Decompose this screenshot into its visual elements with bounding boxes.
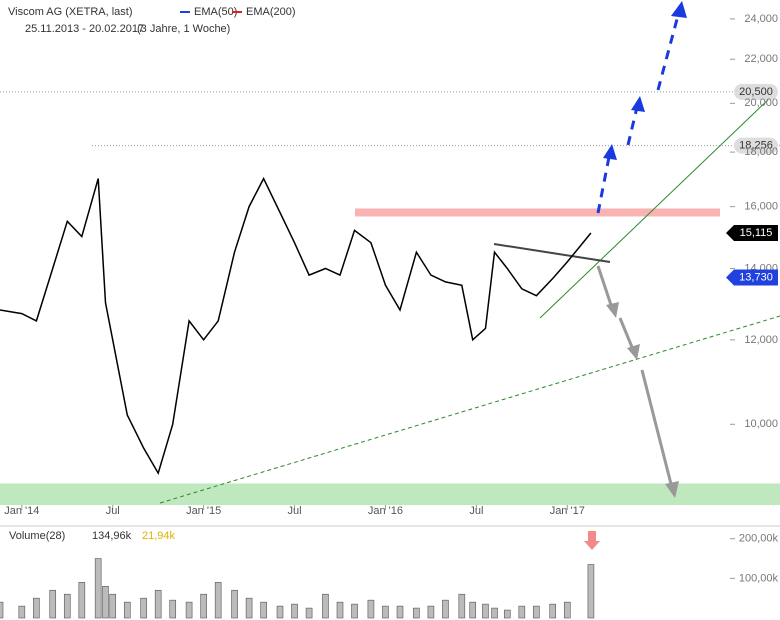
legend-label: EMA(200) xyxy=(246,6,296,18)
volume-bar xyxy=(109,593,117,619)
volume-alert xyxy=(584,531,600,550)
price-label: 15,115 xyxy=(740,227,773,239)
x-tick-label: Jul xyxy=(106,505,120,517)
x-tick-label: Jul xyxy=(469,505,483,517)
bear-arrows xyxy=(596,265,674,489)
volume-bar xyxy=(78,582,86,619)
x-tick-label: Jan '16 xyxy=(368,505,403,517)
trend-line xyxy=(159,315,780,504)
level-label: 20,500 xyxy=(739,86,773,98)
level-label: 18,256 xyxy=(739,139,773,151)
legend-label: EMA(50) xyxy=(194,6,237,18)
volume-bar xyxy=(63,593,71,619)
volume-average: 21,94k xyxy=(142,530,176,542)
bear-arrow-heads xyxy=(606,302,679,498)
y-tick-label: 10,000 xyxy=(744,418,778,430)
volume-bar xyxy=(231,589,238,619)
volume-bar xyxy=(382,605,389,619)
price-label: 13,730 xyxy=(739,271,773,283)
volume-bar xyxy=(33,597,40,619)
volume-bar xyxy=(351,603,358,619)
volume-bar xyxy=(214,582,222,619)
trend-line xyxy=(539,95,773,319)
volume-bar xyxy=(140,597,147,619)
volume-bar xyxy=(169,599,177,619)
price-box xyxy=(726,224,778,241)
volume-bar xyxy=(336,601,344,619)
volume-bar xyxy=(367,599,375,619)
volume-bar xyxy=(49,589,57,619)
volume-bar xyxy=(305,607,313,619)
y-tick-label: 18,000 xyxy=(744,146,778,158)
trend-line xyxy=(493,243,611,263)
volume-bar xyxy=(491,607,498,619)
volume-last: 134,96k xyxy=(92,530,132,542)
volume-bar xyxy=(482,603,489,619)
volume-bar xyxy=(427,605,435,619)
y-tick-label: 12,000 xyxy=(744,334,778,346)
volume-bar xyxy=(276,605,284,619)
level-box xyxy=(734,83,778,100)
x-tick-label: Jul xyxy=(288,505,302,517)
volume-bar xyxy=(413,607,420,619)
volume-bar xyxy=(518,605,526,619)
volume-bar xyxy=(563,601,571,619)
period: (3 Jahre, 1 Woche) xyxy=(137,23,230,35)
volume-bar xyxy=(94,558,102,619)
volume-bar xyxy=(260,601,267,619)
price-box xyxy=(726,269,778,286)
volume-bar xyxy=(291,603,298,619)
y-tick-label: 22,000 xyxy=(744,53,778,65)
x-tick-label: Jan '14 xyxy=(4,505,39,517)
x-tick-label: Jan '17 xyxy=(550,505,585,517)
volume-bar xyxy=(549,603,557,619)
volume-bar xyxy=(533,605,540,619)
volume-bar xyxy=(442,599,449,619)
support-zone xyxy=(0,483,780,505)
volume-bar xyxy=(154,589,162,619)
volume-bar xyxy=(587,564,595,619)
series-line xyxy=(0,176,592,475)
level-box xyxy=(734,137,778,154)
y-tick-label: 16,000 xyxy=(744,201,778,213)
x-tick-label: Jan '15 xyxy=(186,505,221,517)
volume-tick-label: 200,00k xyxy=(739,533,779,545)
resistance-band xyxy=(355,208,720,217)
volume-bar xyxy=(18,605,26,619)
volume-title: Volume(28) xyxy=(9,530,65,542)
volume-bar xyxy=(503,609,511,619)
volume-bar xyxy=(469,601,477,619)
volume-bar xyxy=(458,593,466,619)
volume-bar xyxy=(123,601,131,619)
bull-arrow-heads xyxy=(603,1,687,160)
volume-tick-label: 100,00k xyxy=(739,572,779,584)
y-tick-label: 20,000 xyxy=(744,97,778,109)
chart-title: Viscom AG (XETRA, last) xyxy=(8,6,133,18)
subtitle: 25.11.2013 - 20.02.2017 xyxy=(25,23,144,35)
volume-bar xyxy=(102,585,109,619)
volume-bar xyxy=(185,601,193,619)
volume-bar xyxy=(245,597,253,619)
volume-bar xyxy=(322,593,329,619)
y-tick-label: 24,000 xyxy=(744,13,778,25)
volume-bar xyxy=(200,593,207,619)
volume-bar xyxy=(396,605,404,619)
volume-bar xyxy=(0,601,4,619)
